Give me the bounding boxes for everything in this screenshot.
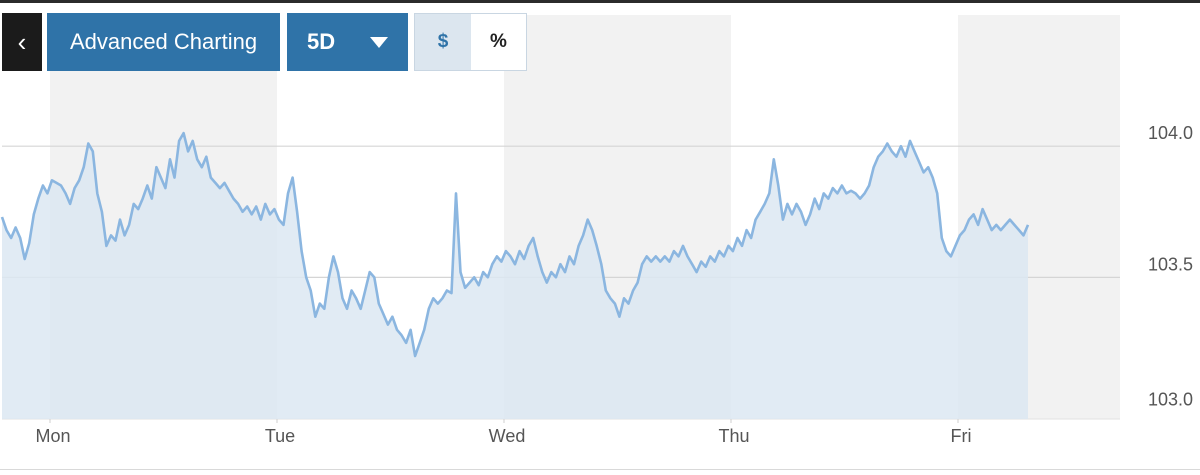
price-area [2, 133, 1028, 419]
display-mode-toggle: $ % [414, 13, 527, 71]
y-axis-ticks: 104.0 103.5 103.0 [1148, 123, 1193, 409]
back-button[interactable]: ‹ [2, 13, 42, 71]
y-tick-label: 103.5 [1148, 254, 1193, 274]
y-tick-label: 103.0 [1148, 390, 1193, 410]
dollar-mode-button[interactable]: $ [415, 14, 471, 70]
bottom-border [0, 469, 1200, 470]
price-line [0, 131, 1030, 358]
percent-mode-button[interactable]: % [471, 14, 526, 70]
x-tick-label-thu: Thu [718, 426, 749, 446]
y-tick-label: 104.0 [1148, 123, 1193, 143]
chevron-left-icon: ‹ [17, 26, 27, 57]
x-tick-label-tue: Tue [265, 426, 295, 446]
advanced-charting-button[interactable]: Advanced Charting [47, 13, 280, 71]
range-select-value: 5D [307, 29, 336, 54]
range-select[interactable]: 5D [287, 13, 408, 71]
advanced-charting-label: Advanced Charting [69, 29, 258, 54]
caret-down-icon [370, 37, 388, 48]
x-tick-label-wed: Wed [489, 426, 526, 446]
percent-mode-label: % [490, 31, 507, 52]
x-axis-ticks: Mon Tue Wed Thu Fri [35, 419, 972, 446]
x-tick-label-fri: Fri [951, 426, 972, 446]
top-border [0, 0, 1200, 3]
x-tick-label-mon: Mon [35, 426, 70, 446]
dollar-mode-label: $ [437, 31, 449, 52]
